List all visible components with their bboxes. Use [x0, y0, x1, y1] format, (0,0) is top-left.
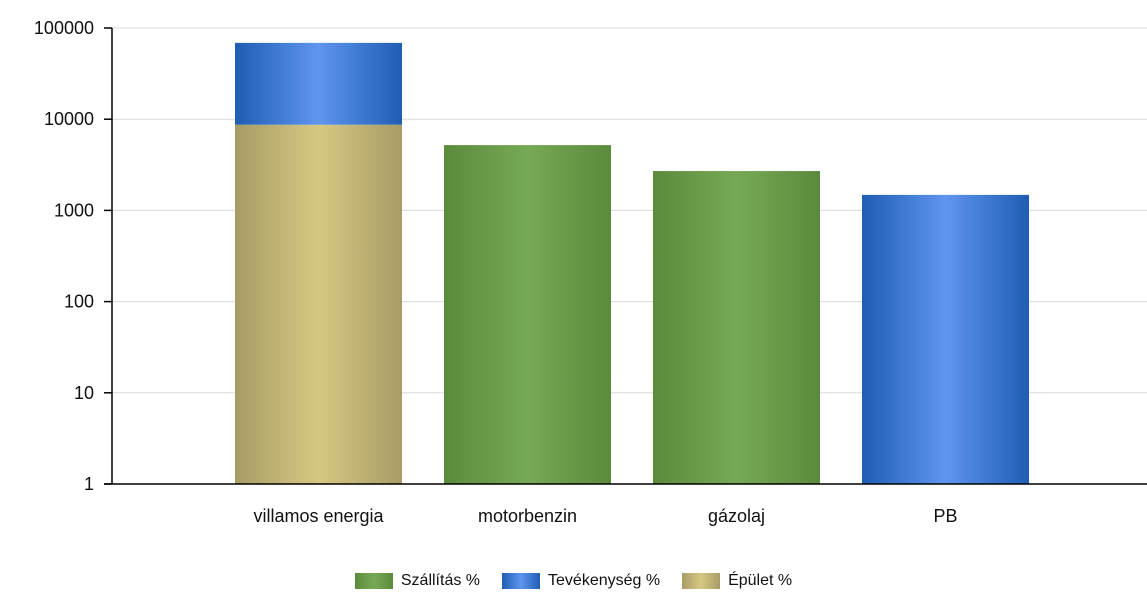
legend-swatch-green [354, 573, 393, 589]
x-tick-label: villamos energia [253, 506, 384, 526]
y-tick-label: 1000 [54, 200, 94, 220]
x-tick-label: gázolaj [708, 506, 765, 526]
legend-item-tevekenyseg: Tevékenység % [502, 572, 660, 590]
x-tick-label: motorbenzin [478, 506, 577, 526]
y-tick-label: 10 [74, 383, 94, 403]
bar-1-0 [235, 42, 402, 125]
legend-swatch-tan [682, 573, 721, 589]
legend-label: Épület % [728, 572, 793, 589]
bar-0-1 [444, 145, 611, 484]
legend-label: Tevékenység % [548, 572, 661, 589]
y-tick-label: 1 [84, 474, 94, 494]
legend: Szállítás % Tevékenység % Épület % [0, 572, 1147, 590]
bar-chart: 1 10 100 1000 10000 100000 villamos energia mot… [34, 18, 1147, 526]
legend-item-szallitas: Szállítás % [354, 572, 481, 590]
bar-1-3 [862, 194, 1029, 484]
y-tick-label: 100 [64, 292, 94, 312]
x-tick-label: PB [933, 506, 957, 526]
axes: 1 10 100 1000 10000 100000 villamos energia mot… [34, 18, 1147, 526]
legend-swatch-blue [502, 573, 541, 589]
y-tick-label: 10000 [44, 109, 94, 129]
bars [235, 42, 1029, 484]
bar-0-2 [653, 171, 820, 484]
y-tick-label: 100000 [34, 18, 94, 38]
legend-item-epulet: Épület % [682, 572, 792, 590]
legend-label: Szállítás % [400, 572, 481, 589]
bar-2-0 [235, 124, 402, 484]
